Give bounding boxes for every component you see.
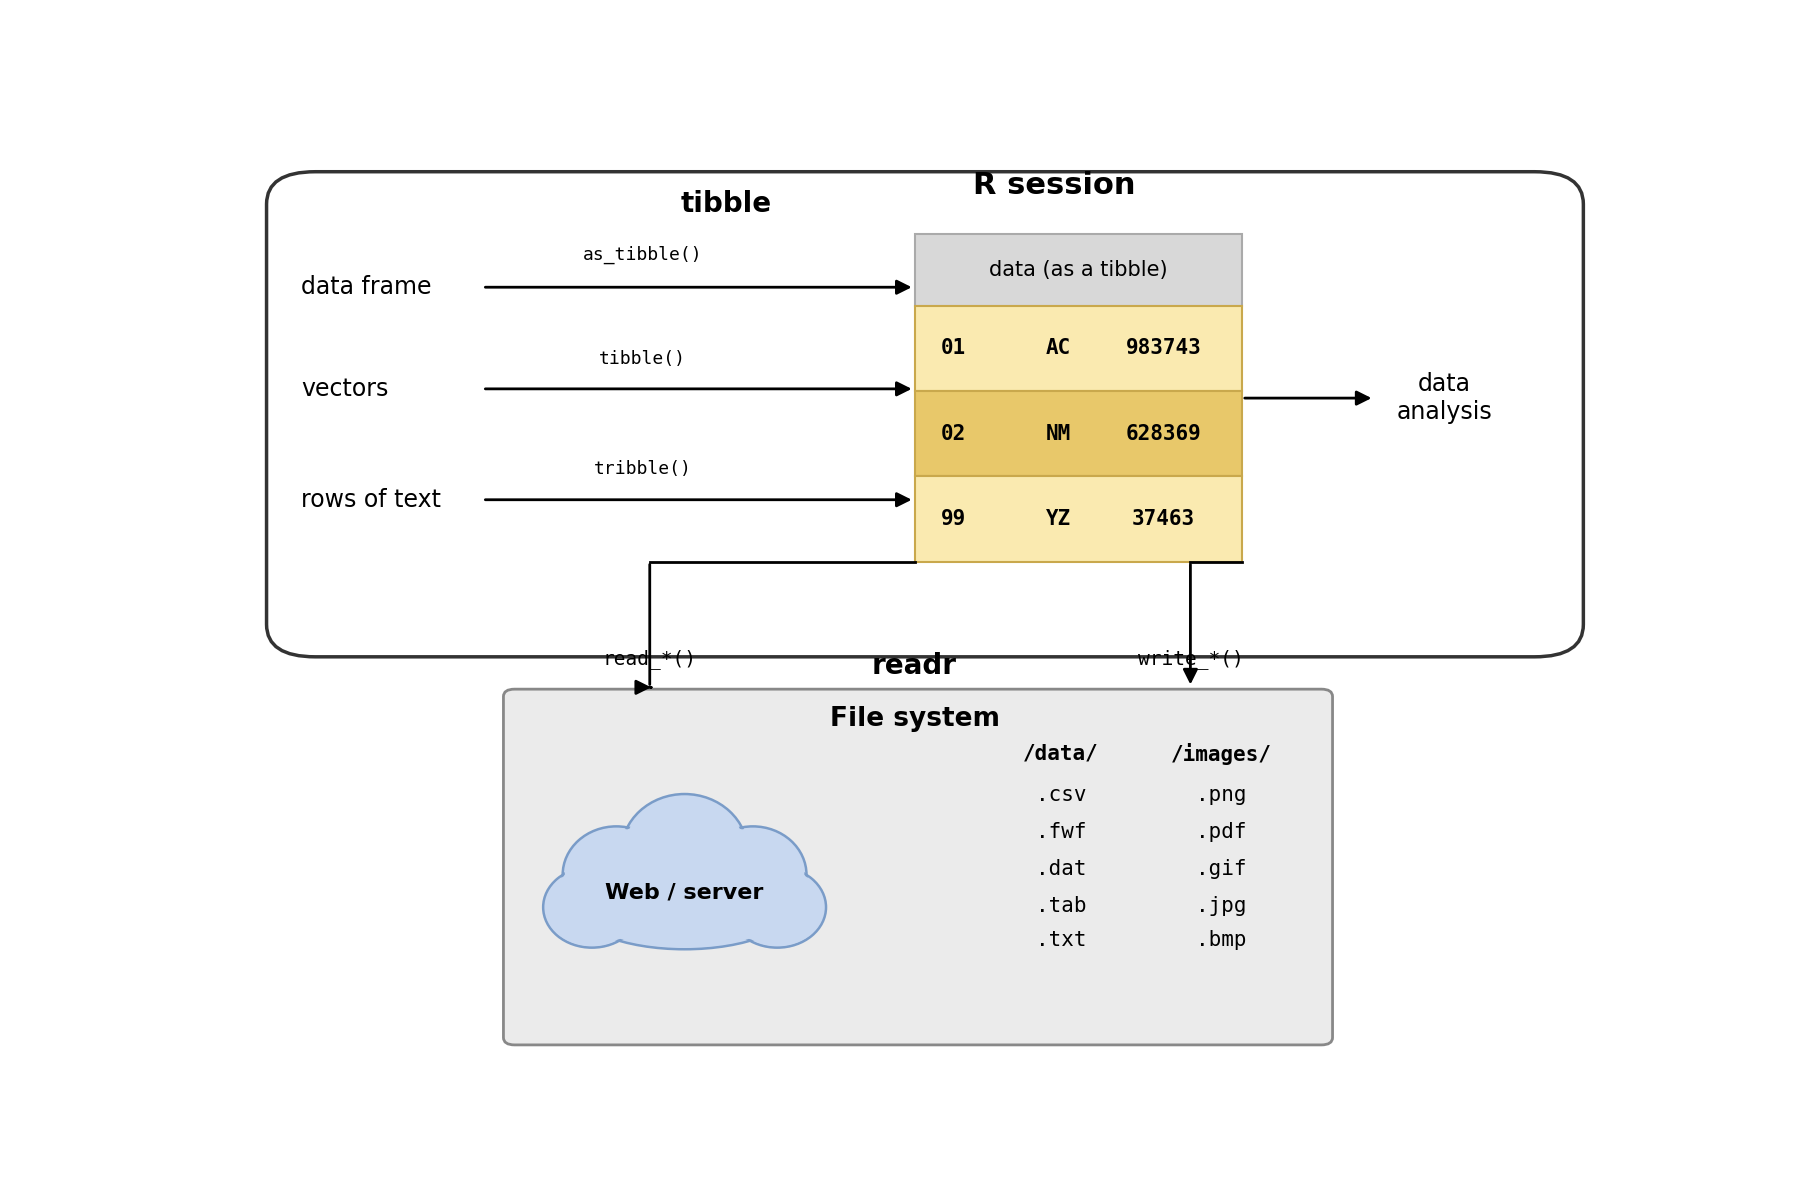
Text: tribble(): tribble() [593,461,692,479]
Text: write_*(): write_*() [1138,649,1242,668]
Ellipse shape [572,859,797,949]
Text: data frame: data frame [302,275,432,299]
FancyBboxPatch shape [266,172,1584,656]
Text: .txt: .txt [1036,930,1086,950]
Text: R session: R session [973,172,1135,200]
Text: tibble(): tibble() [599,349,687,367]
Text: .bmp: .bmp [1196,930,1246,950]
Text: YZ: YZ [1046,509,1072,529]
Text: vectors: vectors [302,377,388,401]
Ellipse shape [543,866,640,948]
Text: /images/: /images/ [1170,743,1271,764]
Text: .csv: .csv [1036,786,1086,805]
Text: 37463: 37463 [1131,509,1196,529]
Text: rows of text: rows of text [302,487,441,511]
Text: 983743: 983743 [1126,338,1201,359]
Text: data (as a tibble): data (as a tibble) [989,259,1167,280]
FancyBboxPatch shape [915,391,1242,476]
Text: tibble: tibble [681,190,771,218]
Ellipse shape [563,827,671,923]
Text: data
analysis: data analysis [1395,372,1492,424]
FancyBboxPatch shape [915,306,1242,391]
Text: File system: File system [829,706,1000,732]
Text: .png: .png [1196,786,1246,805]
Ellipse shape [577,860,793,948]
Text: .dat: .dat [1036,859,1086,880]
Ellipse shape [565,828,667,922]
Text: readr: readr [872,652,957,680]
Text: 01: 01 [940,338,967,359]
Ellipse shape [545,869,638,946]
FancyBboxPatch shape [915,234,1242,306]
Text: /data/: /data/ [1023,744,1099,764]
Ellipse shape [620,794,748,911]
FancyBboxPatch shape [503,689,1332,1045]
Text: .pdf: .pdf [1196,822,1246,842]
Text: as_tibble(): as_tibble() [583,246,703,264]
Text: NM: NM [1046,424,1072,444]
Text: read_*(): read_*() [602,649,698,668]
FancyBboxPatch shape [915,476,1242,562]
Text: .fwf: .fwf [1036,822,1086,842]
Ellipse shape [730,869,823,946]
Ellipse shape [701,828,804,922]
Ellipse shape [699,827,807,923]
Text: Web / server: Web / server [606,882,764,902]
Text: .gif: .gif [1196,859,1246,880]
Text: .jpg: .jpg [1196,896,1246,917]
Text: 99: 99 [940,509,967,529]
Text: 628369: 628369 [1126,424,1201,444]
Ellipse shape [624,797,746,908]
Ellipse shape [728,866,825,948]
Text: AC: AC [1046,338,1072,359]
Text: 02: 02 [940,424,967,444]
Text: .tab: .tab [1036,896,1086,917]
